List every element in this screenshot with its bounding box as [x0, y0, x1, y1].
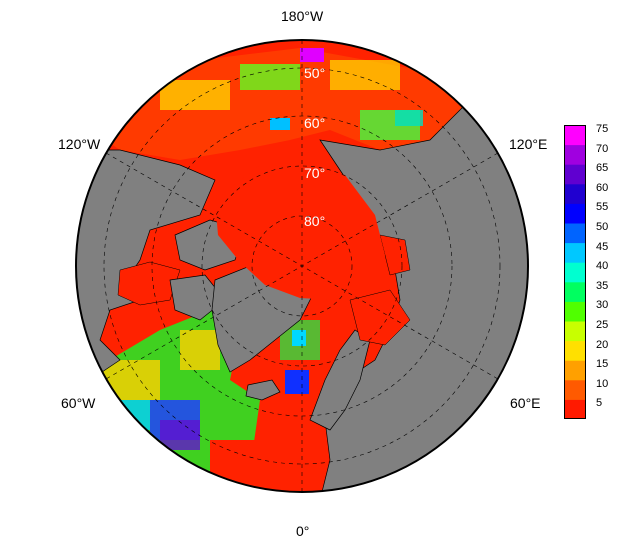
colorbar-segment	[564, 360, 586, 381]
bering-cyan-patch	[395, 110, 423, 126]
colorbar-segment	[564, 399, 586, 419]
lat-label-70: 70°	[304, 165, 325, 181]
colorbar-tick-label: 60	[596, 181, 609, 194]
atlantic-red-patch	[210, 440, 300, 492]
lon-label-60w: 60°W	[61, 395, 96, 411]
colorbar-tick-label: 50	[596, 220, 609, 233]
colorbar-segment	[564, 144, 586, 165]
greenland-sea-cyan-patch	[292, 330, 306, 346]
colorbar-segment	[564, 379, 586, 400]
colorbar-tick-label: 15	[596, 358, 609, 371]
colorbar-segment	[564, 262, 586, 283]
lon-label-120e: 120°E	[509, 136, 548, 152]
colorbar-tick-label: 75	[596, 122, 609, 135]
lat-circle-70	[201, 165, 403, 367]
colorbar-segment	[564, 242, 586, 263]
pacific-magenta-patch	[300, 48, 324, 62]
colorbar-segment	[564, 223, 586, 244]
colorbar-segment	[564, 301, 586, 322]
colorbar-tick-label: 65	[596, 162, 609, 175]
colorbar-tick-label: 55	[596, 201, 609, 214]
colorbar-segment	[564, 125, 586, 146]
bering-blue-patch	[270, 118, 290, 130]
colorbar-tick-label: 25	[596, 318, 609, 331]
meridian-lines	[105, 40, 499, 492]
atlantic-cyan-patch	[110, 400, 150, 430]
lat-circle-50	[103, 67, 501, 465]
lat-label-60: 60°	[304, 115, 325, 131]
colorbar-tick-label: 30	[596, 299, 609, 312]
arctic-ocean	[215, 160, 385, 300]
colorbar-tick-label: 20	[596, 338, 609, 351]
colorbar-tick-label: 10	[596, 377, 609, 390]
colorbar-segment	[564, 164, 586, 185]
colorbar-tick-label: 40	[596, 260, 609, 273]
colorbar-tick-label: 5	[596, 397, 603, 410]
colorbar-tick-label: 70	[596, 142, 609, 155]
map-border	[75, 39, 529, 493]
colorbar-frame	[564, 125, 586, 419]
lat-label-50: 50°	[304, 65, 325, 81]
pacific-yellow-patch	[160, 80, 230, 110]
colorbar-segment	[564, 321, 586, 342]
colorbar-segment	[564, 203, 586, 224]
colorbar-segment	[564, 281, 586, 302]
lon-label-120w: 120°W	[58, 136, 101, 152]
colorbar-segment	[564, 183, 586, 204]
colorbar-tick-label: 45	[596, 240, 609, 253]
lon-label-180w: 180°W	[281, 8, 324, 24]
barents-sea	[349, 289, 411, 346]
meridian-120e-60w	[105, 152, 499, 380]
colorbar-segment	[564, 340, 586, 361]
lon-label-60e: 60°E	[510, 395, 541, 411]
lat-label-80: 80°	[304, 213, 325, 229]
lon-label-0: 0°	[296, 523, 310, 539]
kara-sea	[379, 234, 411, 276]
labrador-yellow-patch	[180, 330, 220, 370]
atlantic-purple-patch	[160, 420, 200, 450]
colorbar	[564, 125, 586, 419]
colorbar-tick-label: 35	[596, 279, 609, 292]
norway-blue-patch	[285, 370, 309, 394]
iceland-land	[245, 379, 281, 401]
pacific-yellow-patch-2	[330, 60, 400, 90]
hudson-bay	[117, 261, 181, 306]
pacific-green-patch	[240, 64, 300, 90]
